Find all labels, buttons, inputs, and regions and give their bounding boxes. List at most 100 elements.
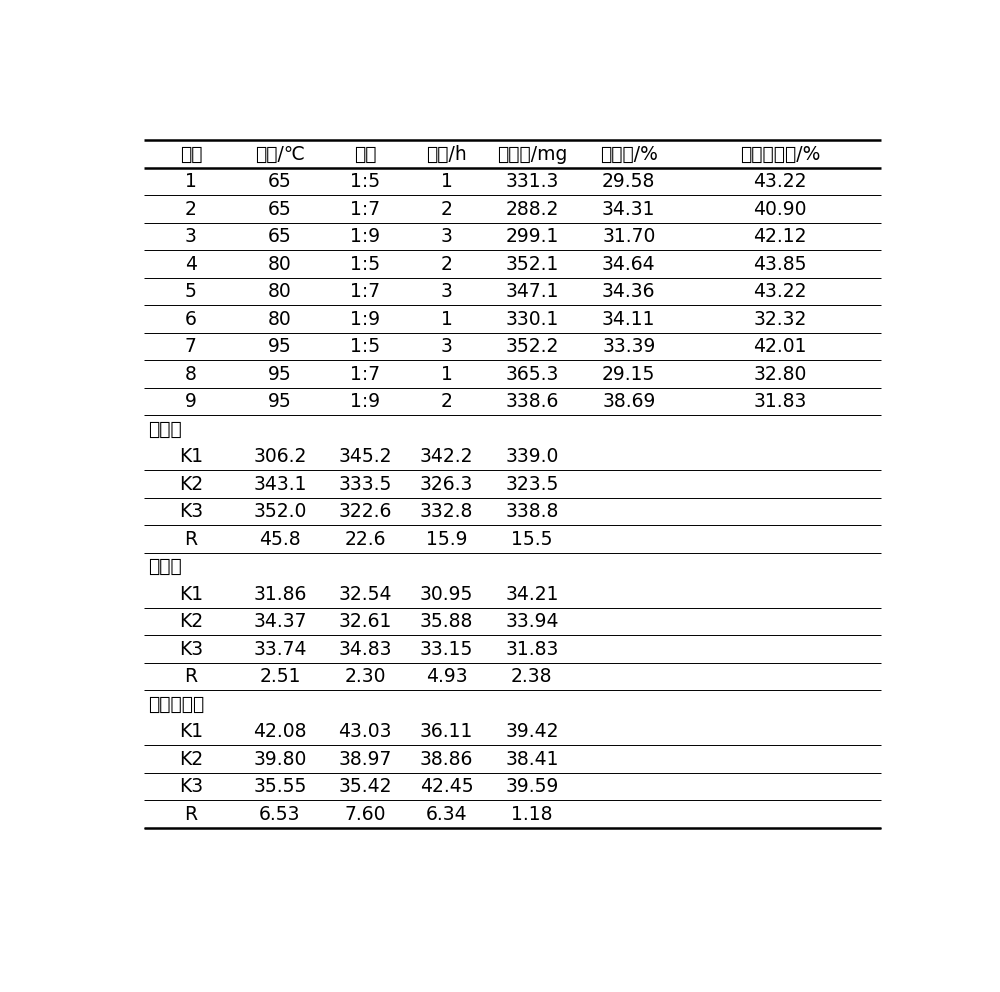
Text: 345.2: 345.2 [338, 447, 392, 466]
Text: 80: 80 [268, 282, 292, 302]
Text: 33.15: 33.15 [420, 640, 473, 659]
Text: 9: 9 [185, 392, 197, 411]
Text: 编号: 编号 [180, 145, 202, 164]
Text: 34.11: 34.11 [602, 310, 656, 328]
Text: 配比: 配比 [354, 145, 376, 164]
Text: 31.83: 31.83 [505, 640, 559, 659]
Text: 1: 1 [441, 310, 453, 328]
Text: 2.51: 2.51 [259, 668, 301, 686]
Text: K3: K3 [179, 640, 203, 659]
Text: 65: 65 [268, 199, 292, 218]
Text: 95: 95 [268, 337, 292, 356]
Text: 39.80: 39.80 [253, 750, 307, 769]
Text: 3: 3 [441, 282, 453, 302]
Text: 36.11: 36.11 [420, 722, 473, 741]
Text: 4.93: 4.93 [426, 668, 467, 686]
Text: 31.70: 31.70 [602, 227, 655, 246]
Text: 7.60: 7.60 [344, 805, 386, 823]
Text: 15.9: 15.9 [426, 530, 467, 549]
Text: 38.41: 38.41 [505, 750, 559, 769]
Text: 2.30: 2.30 [344, 668, 386, 686]
Text: 42.01: 42.01 [753, 337, 807, 356]
Text: 332.8: 332.8 [420, 502, 473, 521]
Text: 29.58: 29.58 [602, 173, 655, 191]
Text: 95: 95 [268, 392, 292, 411]
Text: 32.61: 32.61 [339, 612, 392, 631]
Text: 1:5: 1:5 [350, 337, 380, 356]
Text: 1:9: 1:9 [350, 392, 380, 411]
Text: 330.1: 330.1 [505, 310, 559, 328]
Text: 糖含量: 糖含量 [148, 558, 182, 576]
Text: 2: 2 [441, 392, 453, 411]
Text: 43.03: 43.03 [338, 722, 392, 741]
Text: R: R [184, 530, 197, 549]
Text: 34.64: 34.64 [602, 255, 656, 274]
Text: 2: 2 [441, 255, 453, 274]
Text: 333.5: 333.5 [339, 474, 392, 494]
Text: 33.74: 33.74 [253, 640, 307, 659]
Text: 43.85: 43.85 [753, 255, 807, 274]
Text: 31.86: 31.86 [253, 584, 307, 604]
Text: 5: 5 [185, 282, 197, 302]
Text: 35.88: 35.88 [420, 612, 473, 631]
Text: 糖含量/%: 糖含量/% [600, 145, 658, 164]
Text: 288.2: 288.2 [505, 199, 559, 218]
Text: 331.3: 331.3 [505, 173, 559, 191]
Text: 34.83: 34.83 [338, 640, 392, 659]
Text: 338.8: 338.8 [505, 502, 559, 521]
Text: 38.86: 38.86 [420, 750, 473, 769]
Text: 43.22: 43.22 [753, 173, 807, 191]
Text: 1:5: 1:5 [350, 255, 380, 274]
Text: K2: K2 [179, 750, 203, 769]
Text: 29.15: 29.15 [602, 365, 655, 384]
Text: 6.53: 6.53 [259, 805, 301, 823]
Text: K2: K2 [179, 474, 203, 494]
Text: 299.1: 299.1 [505, 227, 559, 246]
Text: 4: 4 [185, 255, 197, 274]
Text: 7: 7 [185, 337, 197, 356]
Text: 365.3: 365.3 [505, 365, 559, 384]
Text: 6: 6 [185, 310, 197, 328]
Text: K2: K2 [179, 612, 203, 631]
Text: 32.80: 32.80 [753, 365, 807, 384]
Text: 1.18: 1.18 [511, 805, 553, 823]
Text: K1: K1 [179, 447, 203, 466]
Text: K1: K1 [179, 722, 203, 741]
Text: 35.55: 35.55 [253, 777, 307, 797]
Text: 1: 1 [185, 173, 197, 191]
Text: 硫酸根含量: 硫酸根含量 [148, 694, 205, 713]
Text: 2.38: 2.38 [511, 668, 553, 686]
Text: 352.0: 352.0 [253, 502, 307, 521]
Text: 时间/h: 时间/h [426, 145, 467, 164]
Text: 347.1: 347.1 [505, 282, 559, 302]
Text: 43.22: 43.22 [753, 282, 807, 302]
Text: R: R [184, 805, 197, 823]
Text: 342.2: 342.2 [420, 447, 473, 466]
Text: 32.54: 32.54 [338, 584, 392, 604]
Text: 38.69: 38.69 [602, 392, 655, 411]
Text: 322.6: 322.6 [339, 502, 392, 521]
Text: 352.1: 352.1 [505, 255, 559, 274]
Text: 22.6: 22.6 [344, 530, 386, 549]
Text: 33.39: 33.39 [602, 337, 655, 356]
Text: 15.5: 15.5 [511, 530, 553, 549]
Text: 1:7: 1:7 [350, 365, 380, 384]
Text: K1: K1 [179, 584, 203, 604]
Text: 352.2: 352.2 [505, 337, 559, 356]
Text: 338.6: 338.6 [505, 392, 559, 411]
Text: K3: K3 [179, 777, 203, 797]
Text: 1:9: 1:9 [350, 227, 380, 246]
Text: 80: 80 [268, 310, 292, 328]
Text: 42.08: 42.08 [253, 722, 307, 741]
Text: 1:7: 1:7 [350, 282, 380, 302]
Text: 45.8: 45.8 [259, 530, 301, 549]
Text: 3: 3 [185, 227, 197, 246]
Text: 34.37: 34.37 [253, 612, 307, 631]
Text: 34.21: 34.21 [505, 584, 559, 604]
Text: 33.94: 33.94 [505, 612, 559, 631]
Text: 306.2: 306.2 [253, 447, 307, 466]
Text: 323.5: 323.5 [505, 474, 559, 494]
Text: 65: 65 [268, 173, 292, 191]
Text: R: R [184, 668, 197, 686]
Text: 39.59: 39.59 [505, 777, 559, 797]
